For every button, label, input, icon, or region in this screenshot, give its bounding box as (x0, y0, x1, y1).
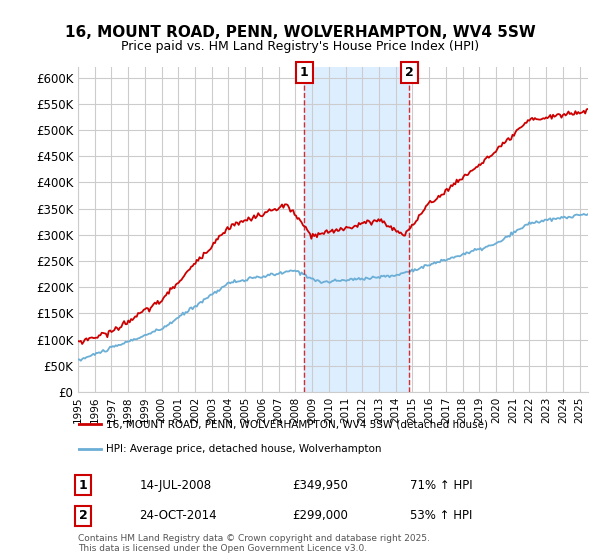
Text: 16, MOUNT ROAD, PENN, WOLVERHAMPTON, WV4 5SW: 16, MOUNT ROAD, PENN, WOLVERHAMPTON, WV4… (65, 25, 535, 40)
Text: 2: 2 (79, 509, 88, 522)
Text: 1: 1 (300, 66, 309, 79)
Text: 1: 1 (79, 479, 88, 492)
Text: 53% ↑ HPI: 53% ↑ HPI (409, 509, 472, 522)
Text: £299,000: £299,000 (292, 509, 348, 522)
Text: 14-JUL-2008: 14-JUL-2008 (139, 479, 211, 492)
Text: Price paid vs. HM Land Registry's House Price Index (HPI): Price paid vs. HM Land Registry's House … (121, 40, 479, 53)
Text: HPI: Average price, detached house, Wolverhampton: HPI: Average price, detached house, Wolv… (106, 445, 382, 454)
Text: Contains HM Land Registry data © Crown copyright and database right 2025.
This d: Contains HM Land Registry data © Crown c… (78, 534, 430, 553)
Bar (304, 67, 409, 392)
Text: 2: 2 (405, 66, 414, 79)
Text: 16, MOUNT ROAD, PENN, WOLVERHAMPTON, WV4 5SW (detached house): 16, MOUNT ROAD, PENN, WOLVERHAMPTON, WV4… (106, 419, 488, 429)
Text: £349,950: £349,950 (292, 479, 348, 492)
Text: 71% ↑ HPI: 71% ↑ HPI (409, 479, 472, 492)
Text: 24-OCT-2014: 24-OCT-2014 (139, 509, 217, 522)
